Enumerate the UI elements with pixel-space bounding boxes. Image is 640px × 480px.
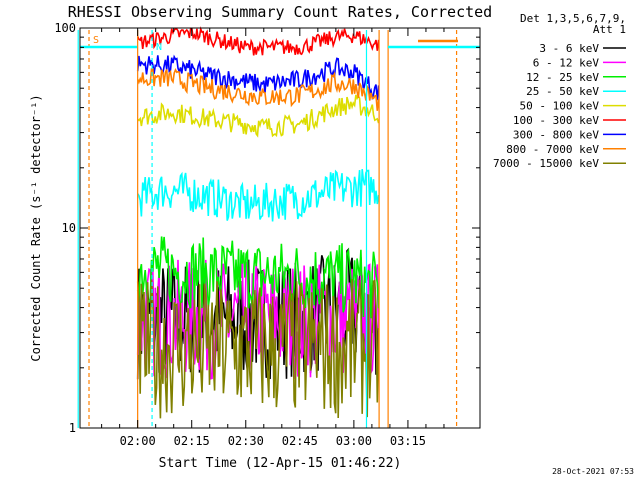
timestamp-footer: 28-Oct-2021 07:53 (552, 467, 634, 476)
x-tick-label: 02:30 (228, 434, 264, 448)
plot-marks: SN (77, 26, 480, 428)
x-axis-label: Start Time (12-Apr-15 01:46:22) (159, 456, 402, 471)
legend-label: 3 - 6 keV (539, 42, 599, 55)
legend-label: 12 - 25 keV (526, 71, 599, 84)
legend-label: 50 - 100 keV (520, 100, 600, 113)
annotation-label: N (156, 42, 162, 53)
chart-title: RHESSI Observing Summary Count Rates, Co… (68, 3, 492, 21)
y-tick-label: 1 (69, 421, 76, 435)
series-line (137, 169, 380, 222)
y-axis-label: Corrected Count Rate (s⁻¹ detector⁻¹) (29, 94, 43, 361)
series-line (136, 278, 380, 419)
y-tick-label: 10 (62, 221, 76, 235)
annotation-label: S (93, 35, 99, 46)
x-tick-label: 02:45 (282, 434, 318, 448)
legend-label: 300 - 800 keV (513, 128, 599, 141)
legend-label: 25 - 50 keV (526, 85, 599, 98)
x-tick-label: 03:15 (390, 434, 426, 448)
series-line (137, 94, 380, 138)
legend-header-line: Det 1,3,5,6,7,9, (520, 12, 626, 25)
series-line (136, 26, 380, 56)
legend-label: 100 - 300 keV (513, 114, 599, 127)
x-tick-label: 03:00 (336, 434, 372, 448)
series-line (136, 54, 380, 101)
series-line (136, 67, 380, 111)
legend-label: 7000 - 15000 keV (493, 157, 599, 170)
legend-header-line: Att 1 (593, 23, 626, 36)
legend-label: 6 - 12 keV (533, 56, 600, 69)
series-line (136, 236, 380, 319)
y-tick-label: 100 (54, 21, 76, 35)
x-tick-label: 02:00 (120, 434, 156, 448)
x-tick-label: 02:15 (174, 434, 210, 448)
axes: 02:00 02:15 02:30 02:45 03:00 03:15 1 10 100 (54, 21, 480, 448)
legend-label: 800 - 7000 keV (506, 143, 599, 156)
legend-header: Det 1,3,5,6,7,9,Att 1 (520, 12, 626, 36)
